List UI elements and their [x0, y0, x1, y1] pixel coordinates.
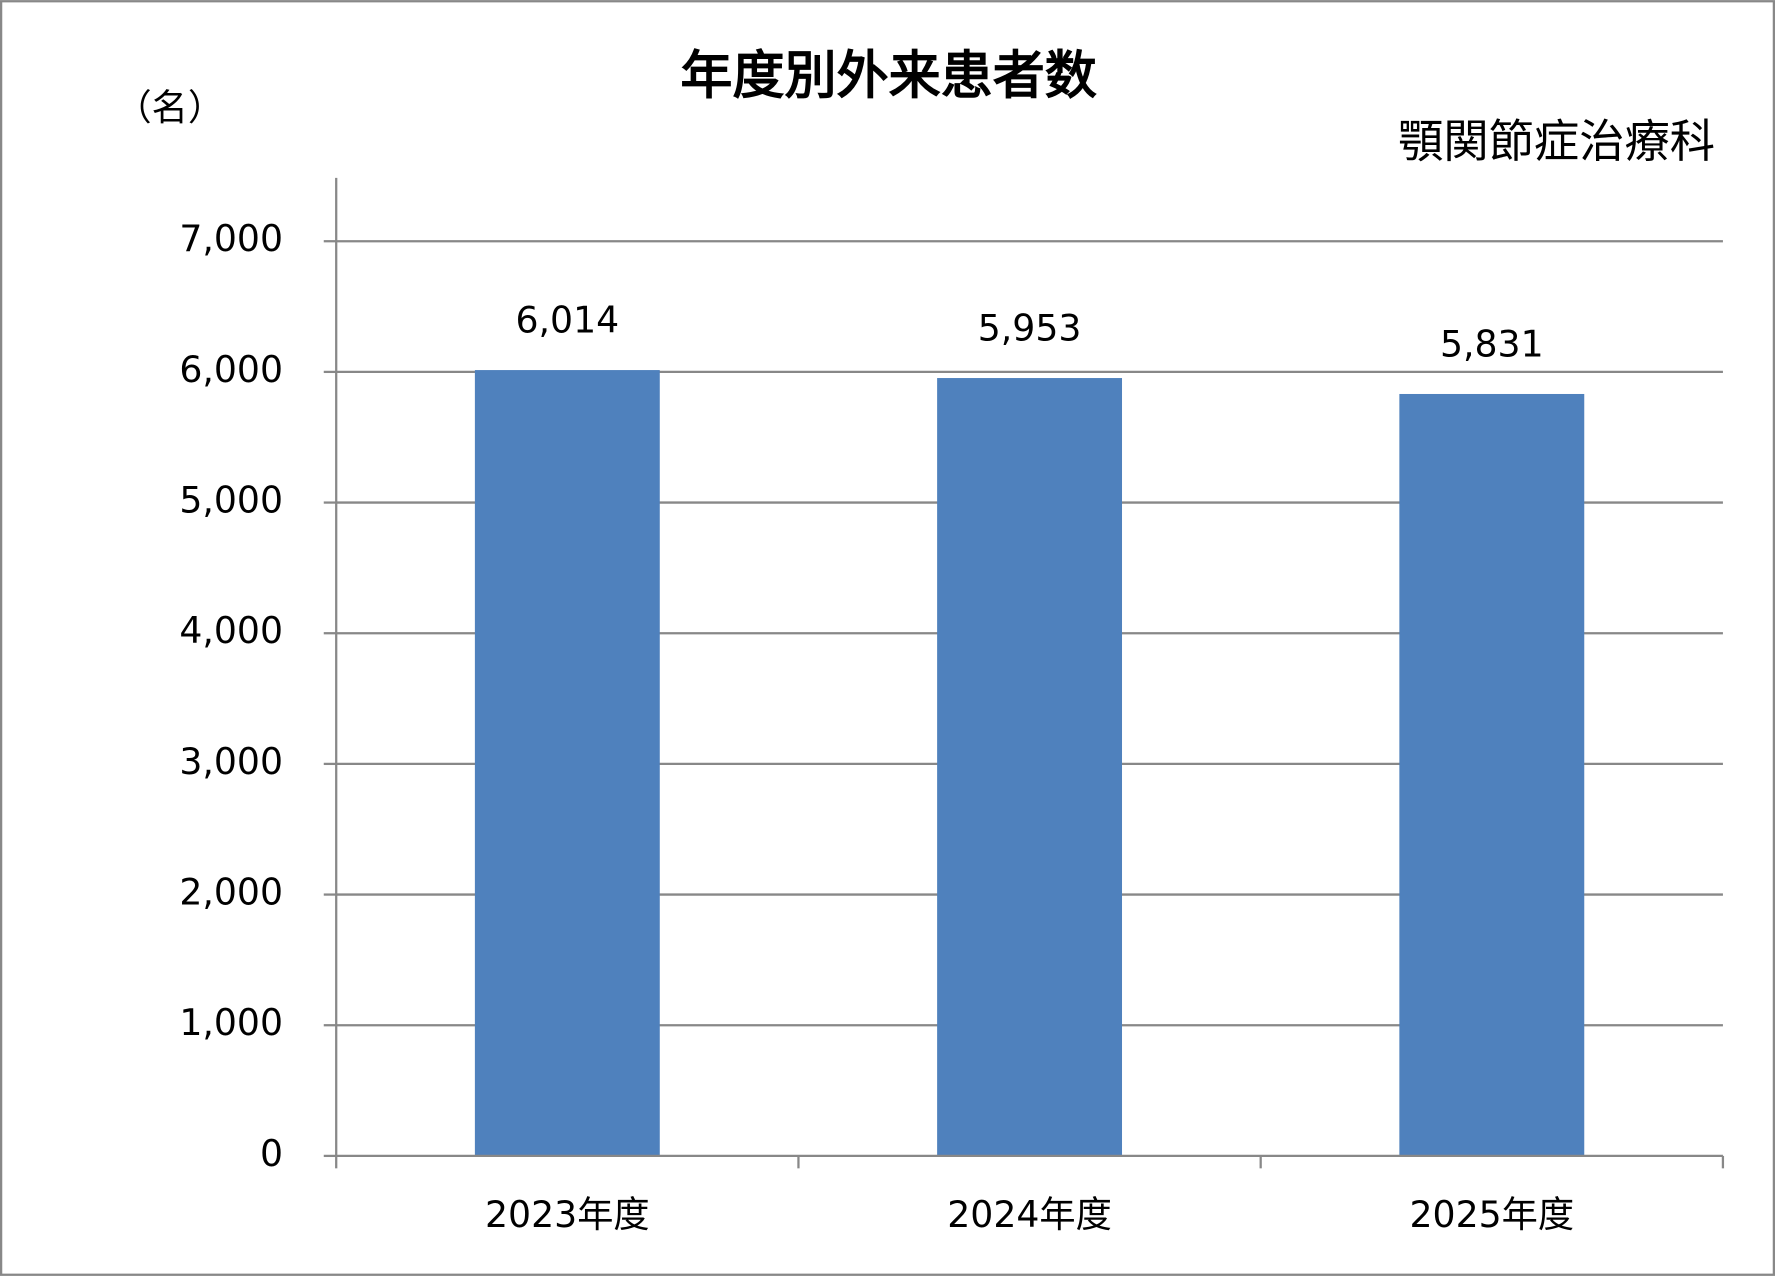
y-tick-label: 0: [260, 1132, 283, 1175]
bar: [1399, 393, 1585, 1156]
y-tick-label: 2,000: [179, 871, 283, 914]
bar: [474, 370, 660, 1156]
y-tick-label: 1,000: [179, 1001, 283, 1044]
bar: [937, 378, 1123, 1156]
y-tick-label: 6,000: [179, 348, 283, 391]
chart-subtitle: 顎関節症治療科: [1398, 115, 1715, 168]
x-tick-label: 2024年度: [947, 1193, 1112, 1236]
y-tick-label: 3,000: [179, 740, 283, 783]
x-tick-label: 2025年度: [1409, 1193, 1574, 1236]
chart-title: 年度別外来患者数: [680, 46, 1097, 106]
x-tick-label: 2023年度: [485, 1193, 650, 1236]
data-label: 5,831: [1440, 322, 1544, 365]
y-axis-label: （名）: [115, 86, 224, 129]
data-label: 5,953: [978, 306, 1082, 349]
y-tick-label: 7,000: [179, 217, 283, 260]
y-tick-label: 5,000: [179, 479, 283, 522]
data-label: 6,014: [515, 299, 619, 342]
y-tick-label: 4,000: [179, 609, 283, 652]
